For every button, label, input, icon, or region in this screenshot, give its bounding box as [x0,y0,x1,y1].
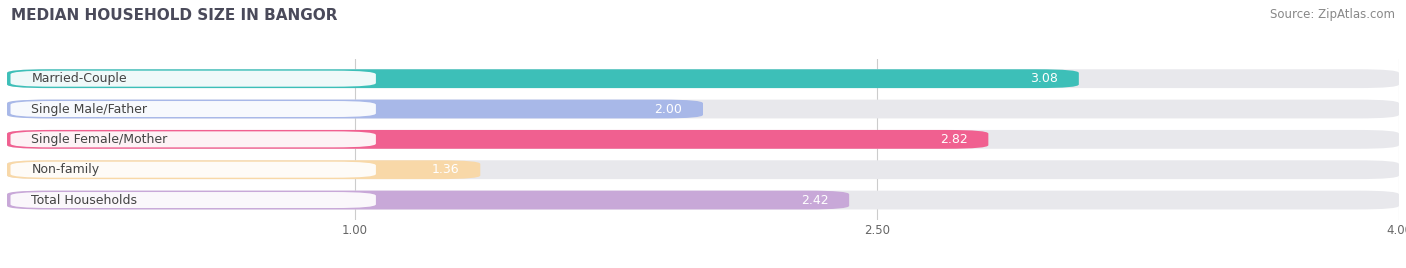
FancyBboxPatch shape [7,100,703,118]
Text: Non-family: Non-family [31,163,100,176]
FancyBboxPatch shape [7,100,1399,118]
Text: MEDIAN HOUSEHOLD SIZE IN BANGOR: MEDIAN HOUSEHOLD SIZE IN BANGOR [11,8,337,23]
Text: 2.42: 2.42 [800,193,828,207]
Text: 1.36: 1.36 [432,163,460,176]
FancyBboxPatch shape [7,191,849,210]
FancyBboxPatch shape [10,162,375,178]
FancyBboxPatch shape [10,71,375,87]
FancyBboxPatch shape [7,130,1399,149]
FancyBboxPatch shape [7,130,988,149]
Text: Total Households: Total Households [31,193,138,207]
Text: Single Female/Mother: Single Female/Mother [31,133,167,146]
FancyBboxPatch shape [7,191,1399,210]
FancyBboxPatch shape [7,69,1078,88]
FancyBboxPatch shape [7,69,1399,88]
FancyBboxPatch shape [7,160,481,179]
FancyBboxPatch shape [7,160,1399,179]
Text: 2.00: 2.00 [654,103,682,116]
Text: Source: ZipAtlas.com: Source: ZipAtlas.com [1270,8,1395,21]
Text: Married-Couple: Married-Couple [31,72,127,85]
Text: Single Male/Father: Single Male/Father [31,103,148,116]
Text: 3.08: 3.08 [1031,72,1057,85]
FancyBboxPatch shape [10,131,375,147]
FancyBboxPatch shape [10,192,375,208]
Text: 2.82: 2.82 [939,133,967,146]
FancyBboxPatch shape [10,101,375,117]
